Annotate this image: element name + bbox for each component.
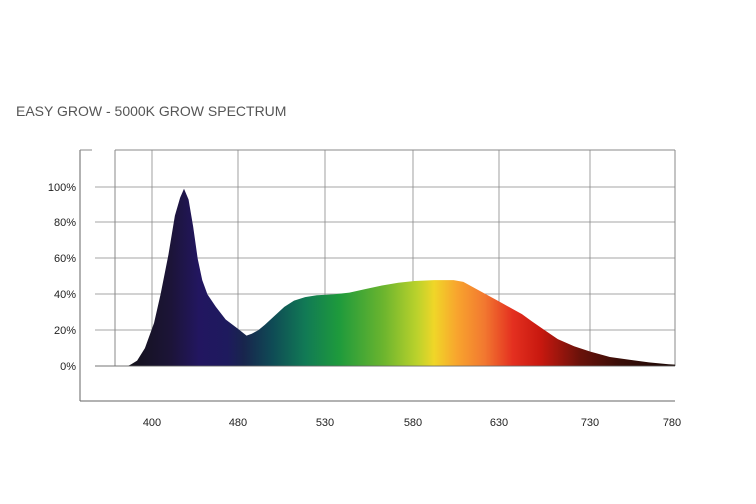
y-tick-label: 0% bbox=[60, 361, 76, 373]
chart-title: EASY GROW - 5000K GROW SPECTRUM bbox=[16, 103, 286, 119]
spectrum-area bbox=[128, 188, 675, 366]
y-tick-label: 80% bbox=[54, 217, 76, 229]
x-tick-label: 730 bbox=[581, 417, 599, 429]
y-tick-label: 100% bbox=[48, 182, 76, 194]
x-tick-label: 580 bbox=[404, 417, 422, 429]
x-tick-label: 400 bbox=[143, 417, 161, 429]
y-tick-label: 60% bbox=[54, 253, 76, 265]
spectrum-area-layer bbox=[95, 188, 675, 367]
tick-labels: 0% 20% 40% 60% 80% 100% 400 480 530 580 630 730 780 bbox=[48, 182, 681, 429]
y-tick-label: 20% bbox=[54, 325, 76, 337]
x-tick-label: 480 bbox=[229, 417, 247, 429]
y-tick-label: 40% bbox=[54, 289, 76, 301]
x-tick-label: 780 bbox=[663, 417, 681, 429]
x-tick-label: 630 bbox=[490, 417, 508, 429]
x-tick-label: 530 bbox=[316, 417, 334, 429]
